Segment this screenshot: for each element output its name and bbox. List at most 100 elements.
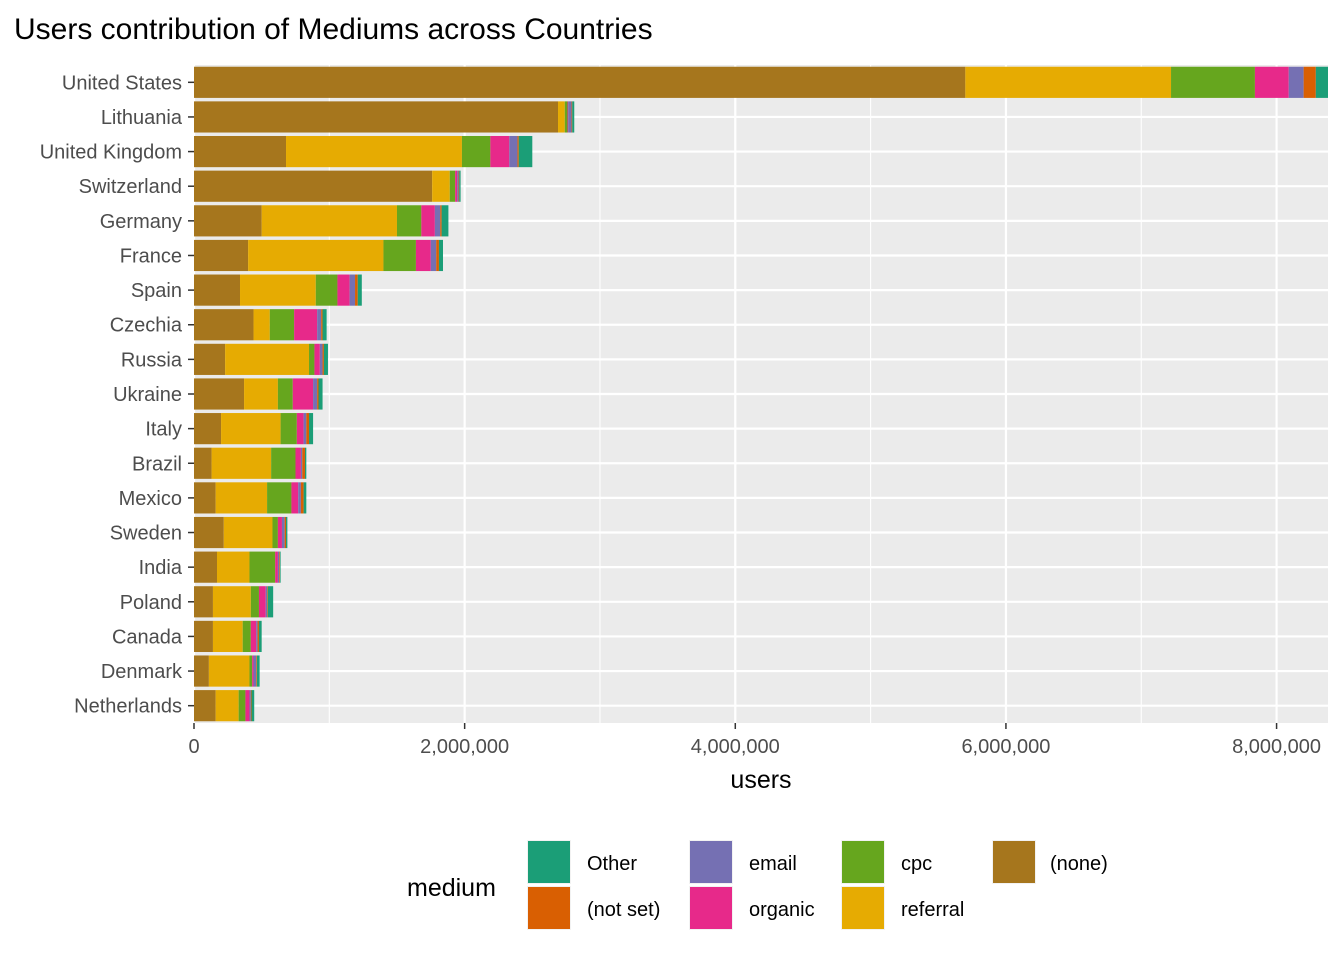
bar-organic: [292, 378, 314, 410]
bar-other: [304, 447, 307, 479]
bar-not-set: [436, 239, 439, 272]
x-tick-label: 6,000,000: [961, 736, 1050, 758]
bar-email: [265, 586, 268, 618]
bar-not-set: [517, 135, 519, 168]
x-tick-label: 0: [188, 736, 199, 758]
y-tick-label: Denmark: [101, 661, 183, 683]
y-tick-label: Ukraine: [113, 384, 182, 406]
bar-cpc: [267, 482, 292, 514]
bar-cpc: [449, 170, 456, 202]
bar-other: [258, 620, 262, 653]
bar-other: [303, 482, 307, 514]
legend-swatch: [842, 841, 884, 883]
legend-title: medium: [407, 874, 496, 902]
bar-cpc: [250, 586, 259, 618]
bar-cpc: [564, 101, 568, 133]
bar-email: [319, 343, 323, 375]
bar-not-set: [284, 516, 287, 549]
bar-referral: [965, 66, 1172, 98]
bar-not-set: [300, 482, 304, 514]
bar-email: [317, 309, 322, 341]
bar-cpc: [249, 551, 276, 583]
bar-organic: [314, 343, 320, 375]
y-tick-label: Czechia: [110, 315, 183, 337]
y-tick-label: Lithuania: [101, 107, 183, 129]
bar-organic: [567, 101, 569, 133]
bar-referral: [212, 620, 243, 653]
legend-label: email: [749, 853, 797, 875]
bar-not-set: [279, 551, 280, 583]
bar-none: [194, 135, 287, 168]
bar-not-set: [302, 447, 305, 479]
bar-referral: [432, 170, 450, 202]
bar-email: [303, 413, 307, 445]
legend-label: (not set): [587, 899, 660, 921]
bar-referral: [558, 101, 565, 133]
bar-organic: [294, 309, 318, 341]
x-tick-label: 8,000,000: [1232, 736, 1321, 758]
bar-none: [194, 205, 262, 237]
legend-label: (none): [1050, 853, 1108, 875]
bar-cpc: [309, 343, 315, 375]
bar-organic: [421, 205, 435, 237]
bar-cpc: [277, 378, 293, 410]
bar-not-set: [250, 690, 252, 722]
legend-swatch: [528, 887, 570, 929]
bar-cpc: [238, 690, 246, 722]
bar-cpc: [269, 309, 295, 341]
bar-email: [313, 378, 318, 410]
bar-email: [249, 690, 251, 722]
bar-other: [251, 690, 255, 722]
bar-other: [318, 378, 323, 410]
y-axis: United States Lithuania United Kingdom Swit…: [40, 72, 194, 718]
bar-email: [281, 516, 285, 549]
bar-organic: [1254, 66, 1289, 98]
bar-none: [194, 447, 212, 479]
bar-none: [194, 690, 216, 722]
legend-label: cpc: [901, 853, 932, 875]
bar-email: [430, 239, 437, 272]
bar-referral: [240, 274, 316, 306]
y-tick-label: Mexico: [119, 488, 182, 510]
bar-none: [194, 655, 209, 687]
legend-swatch: [993, 841, 1035, 883]
bar-other: [459, 170, 461, 202]
bar-cpc: [315, 274, 338, 306]
bar-referral: [244, 378, 278, 410]
bar-cpc: [461, 135, 491, 168]
bar-cpc: [1171, 66, 1255, 98]
bar-referral: [208, 655, 250, 687]
bar-none: [194, 274, 241, 306]
bar-not-set: [440, 205, 442, 237]
bar-other: [572, 101, 575, 133]
bar-other: [256, 655, 260, 687]
bar-cpc: [271, 447, 296, 479]
bar-email: [349, 274, 356, 306]
bar-referral: [215, 482, 268, 514]
bar-email: [457, 170, 459, 202]
bar-none: [194, 343, 226, 375]
bar-other: [441, 205, 449, 237]
bar-none: [194, 516, 224, 549]
bar-other: [438, 239, 443, 272]
legend-swatch: [690, 887, 732, 929]
bar-cpc: [249, 655, 253, 687]
y-tick-label: Netherlands: [74, 696, 182, 718]
bar-cpc: [272, 516, 278, 549]
bar-referral: [223, 516, 273, 549]
bar-not-set: [322, 343, 324, 375]
bar-organic: [245, 690, 250, 722]
bar-none: [194, 239, 249, 272]
bar-organic: [252, 655, 254, 687]
y-tick-label: United States: [62, 72, 182, 94]
bar-organic: [291, 482, 299, 514]
bar-referral: [225, 343, 310, 375]
bar-not-set: [321, 309, 323, 341]
bar-none: [194, 378, 245, 410]
y-tick-label: Russia: [121, 349, 183, 371]
bar-referral: [217, 551, 250, 583]
bar-email: [298, 482, 301, 514]
bar-referral: [261, 205, 397, 237]
y-tick-label: Sweden: [110, 523, 182, 545]
bar-referral: [248, 239, 384, 272]
